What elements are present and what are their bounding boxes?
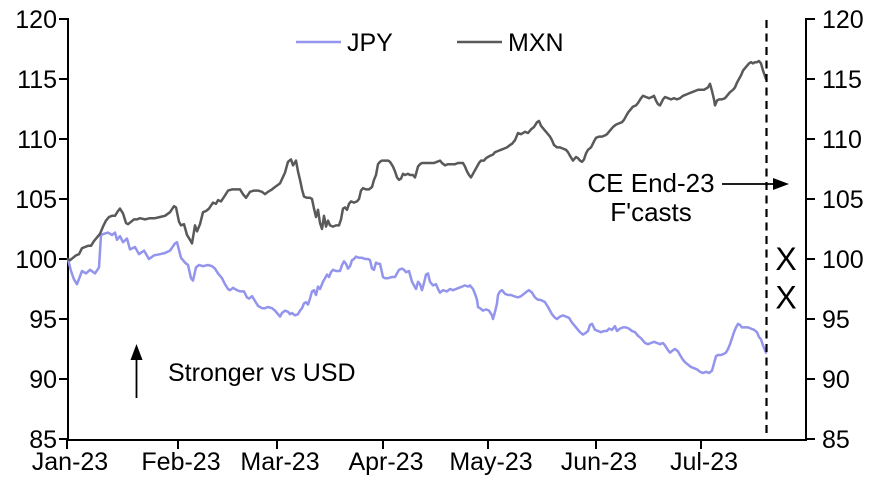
stronger-vs-usd-label: Stronger vs USD bbox=[168, 359, 356, 387]
y-axis-label-left: 90 bbox=[29, 366, 57, 394]
y-axis-label-right: 105 bbox=[822, 186, 864, 214]
y-axis-label-right: 100 bbox=[822, 246, 864, 274]
right-arrow-icon bbox=[773, 178, 789, 190]
y-axis-label-left: 95 bbox=[29, 306, 57, 334]
x-axis-ticks: Jan-23 Feb-23 Mar-23 Apr-23 May-23 Jun-23 Jul-… bbox=[32, 441, 738, 476]
mxn-forecast-marker: X bbox=[775, 279, 796, 315]
forecast-label-line2: F'casts bbox=[610, 197, 692, 227]
x-axis-label: May-23 bbox=[449, 448, 532, 476]
forecast-marker-layer: XX bbox=[775, 241, 796, 315]
axis-frame bbox=[66, 18, 807, 441]
series-layer bbox=[66, 59, 768, 375]
jpy-legend-label: JPY bbox=[347, 29, 393, 57]
y-axis-right-ticks: 85 90 95 100 105 110 115 120 bbox=[806, 6, 864, 454]
x-axis-label: Jan-23 bbox=[32, 448, 108, 476]
y-axis-label-left: 120 bbox=[15, 6, 57, 34]
y-axis-label-left: 110 bbox=[17, 126, 57, 154]
y-axis-label-left: 115 bbox=[17, 66, 57, 94]
y-axis-label-right: 85 bbox=[822, 426, 850, 454]
jpy-line bbox=[66, 231, 768, 375]
y-axis-label-right: 120 bbox=[822, 6, 864, 34]
legend: JPY MXN bbox=[296, 29, 564, 57]
up-arrow-icon bbox=[130, 344, 143, 360]
y-axis-label-right: 95 bbox=[822, 306, 850, 334]
x-axis-label: Apr-23 bbox=[348, 448, 423, 476]
forecast-annotation: CE End-23 F'casts bbox=[587, 168, 789, 227]
forecast-label-line1: CE End-23 bbox=[587, 168, 714, 198]
y-axis-left-ticks: 85 90 95 100 105 110 115 120 bbox=[15, 6, 68, 454]
y-axis-label-left: 100 bbox=[15, 246, 57, 274]
x-axis-label: Jun-23 bbox=[561, 448, 637, 476]
y-axis-label-left: 85 bbox=[29, 426, 57, 454]
y-axis-label-left: 105 bbox=[15, 186, 57, 214]
y-axis-label-right: 115 bbox=[822, 66, 862, 94]
x-axis-label: Feb-23 bbox=[141, 448, 220, 476]
x-axis-label: Jul-23 bbox=[670, 448, 738, 476]
mxn-line bbox=[66, 59, 768, 262]
x-axis-label: Mar-23 bbox=[240, 448, 319, 476]
jpy-forecast-marker: X bbox=[775, 241, 796, 277]
stronger-annotation: Stronger vs USD bbox=[130, 344, 356, 398]
mxn-legend-label: MXN bbox=[508, 29, 564, 57]
y-axis-label-right: 90 bbox=[822, 366, 850, 394]
y-axis-label-right: 110 bbox=[822, 126, 862, 154]
